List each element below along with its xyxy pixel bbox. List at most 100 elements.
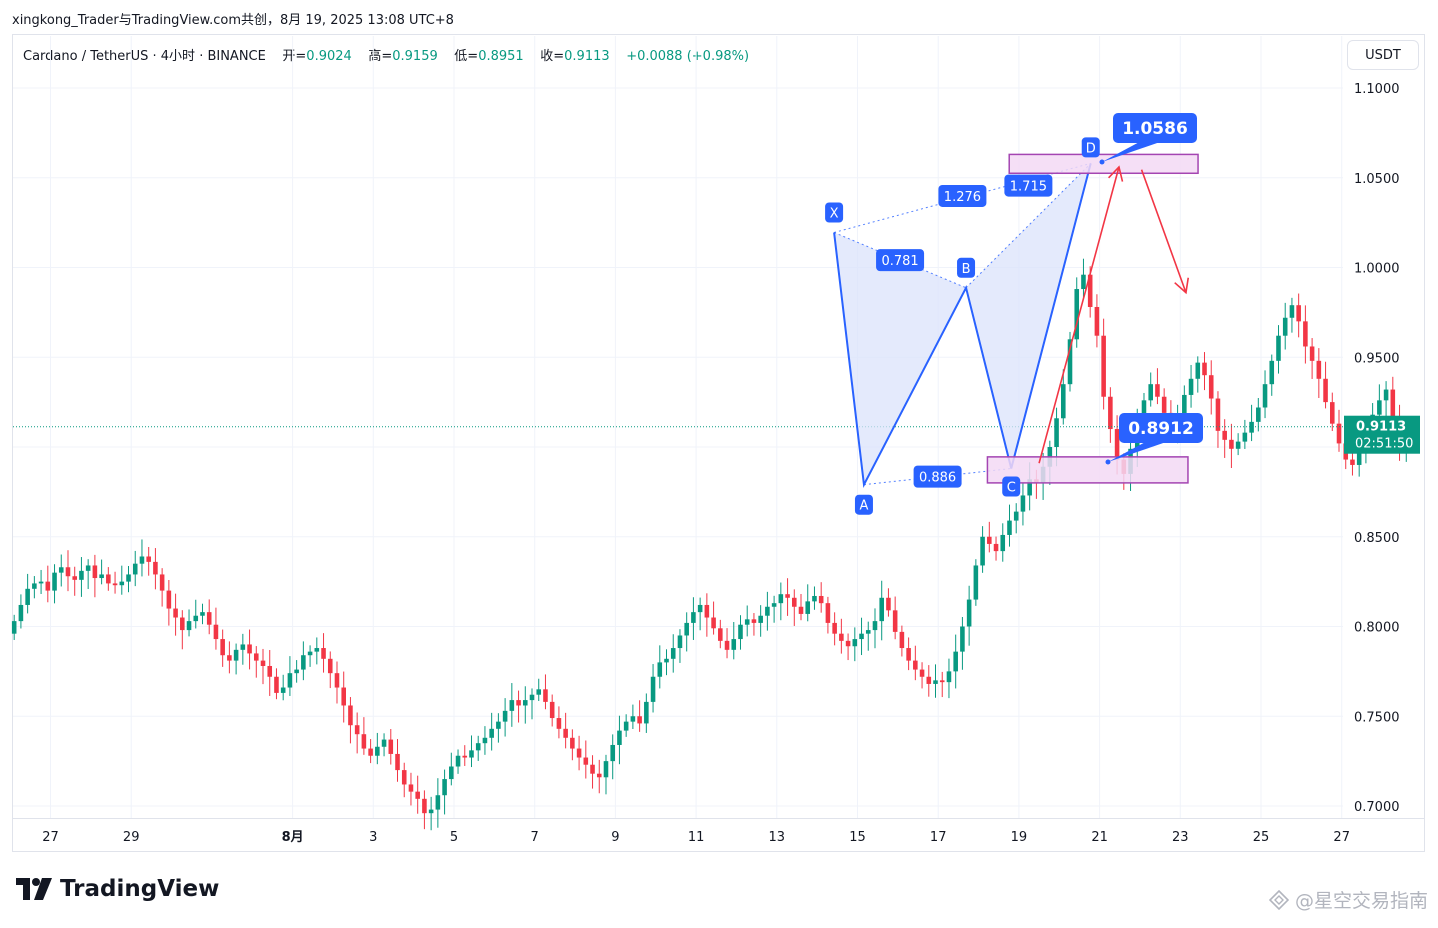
- candle-body[interactable]: [72, 576, 77, 580]
- candle-body[interactable]: [341, 687, 346, 706]
- candle-body[interactable]: [321, 648, 326, 659]
- candle-body[interactable]: [314, 648, 320, 652]
- candle-body[interactable]: [32, 583, 37, 589]
- symbol-name[interactable]: Cardano / TetherUS · 4小时 · BINANCE: [23, 49, 266, 64]
- candle-body[interactable]: [1303, 321, 1308, 347]
- candle-body[interactable]: [590, 764, 595, 774]
- candle-body[interactable]: [496, 721, 501, 729]
- zone-label-bottom-box[interactable]: [1119, 413, 1203, 443]
- candle-body[interactable]: [1276, 335, 1281, 361]
- candle-body[interactable]: [1161, 396, 1167, 413]
- ratio-label-box[interactable]: [876, 249, 925, 272]
- candle-body[interactable]: [1094, 306, 1100, 336]
- candle-body[interactable]: [1054, 418, 1059, 447]
- candle-body[interactable]: [381, 739, 387, 747]
- pattern-point-marker-a[interactable]: [854, 494, 873, 515]
- candle-body[interactable]: [664, 658, 669, 663]
- candle-body[interactable]: [516, 700, 521, 706]
- candle-body[interactable]: [818, 595, 824, 604]
- candle-body[interactable]: [106, 574, 111, 584]
- candle-body[interactable]: [1296, 305, 1301, 322]
- pattern-point-marker-c[interactable]: [1002, 476, 1021, 497]
- candle-body[interactable]: [428, 809, 434, 814]
- candle-body[interactable]: [1229, 439, 1234, 449]
- candle-body[interactable]: [1000, 534, 1006, 552]
- candle-body[interactable]: [966, 599, 972, 627]
- candle-body[interactable]: [570, 737, 575, 749]
- candle-body[interactable]: [1155, 384, 1160, 397]
- candle-body[interactable]: [509, 700, 515, 711]
- candle-body[interactable]: [1249, 421, 1254, 433]
- candle-body[interactable]: [906, 648, 911, 661]
- candle-body[interactable]: [549, 701, 555, 719]
- candle-body[interactable]: [233, 649, 239, 661]
- candle-body[interactable]: [1316, 360, 1322, 379]
- candle-body[interactable]: [751, 619, 757, 623]
- candle-body[interactable]: [153, 561, 158, 575]
- candle-body[interactable]: [563, 728, 568, 738]
- candle-body[interactable]: [724, 640, 730, 650]
- candle-body[interactable]: [953, 651, 958, 672]
- candle-body[interactable]: [294, 669, 299, 674]
- candle-body[interactable]: [1007, 520, 1012, 535]
- candle-body[interactable]: [644, 701, 649, 724]
- candle-body[interactable]: [832, 622, 837, 634]
- candle-body[interactable]: [475, 743, 481, 751]
- candle-body[interactable]: [1020, 495, 1026, 512]
- candle-body[interactable]: [933, 680, 938, 684]
- candle-body[interactable]: [677, 635, 683, 649]
- candle-body[interactable]: [469, 750, 474, 758]
- candle-body[interactable]: [25, 588, 30, 605]
- candle-body[interactable]: [684, 622, 689, 636]
- candle-body[interactable]: [247, 644, 252, 654]
- candle-body[interactable]: [146, 556, 151, 562]
- candle-body[interactable]: [879, 597, 884, 622]
- candle-body[interactable]: [1289, 305, 1295, 318]
- candle-body[interactable]: [301, 655, 306, 670]
- candle-body[interactable]: [267, 665, 273, 677]
- ratio-label-box[interactable]: [1004, 174, 1053, 197]
- ratio-label-box[interactable]: [938, 184, 987, 207]
- candle-body[interactable]: [442, 779, 447, 796]
- candle-body[interactable]: [623, 721, 629, 731]
- candle-body[interactable]: [206, 612, 212, 625]
- candle-body[interactable]: [839, 633, 844, 641]
- candle-body[interactable]: [368, 748, 373, 756]
- pattern-point-marker-b[interactable]: [957, 257, 976, 278]
- candle-body[interactable]: [791, 597, 797, 607]
- candle-body[interactable]: [892, 610, 898, 632]
- candle-body[interactable]: [637, 716, 642, 724]
- candle-body[interactable]: [462, 755, 468, 758]
- candle-body[interactable]: [18, 604, 24, 622]
- candle-body[interactable]: [354, 725, 360, 735]
- candle-body[interactable]: [980, 536, 985, 566]
- candle-body[interactable]: [1108, 396, 1113, 430]
- candle-body[interactable]: [1235, 441, 1241, 449]
- candle-body[interactable]: [58, 567, 64, 573]
- candle-body[interactable]: [1208, 375, 1214, 399]
- candle-body[interactable]: [1114, 429, 1120, 460]
- candle-body[interactable]: [670, 648, 676, 659]
- candle-body[interactable]: [1027, 479, 1032, 496]
- candle-body[interactable]: [758, 615, 763, 623]
- candle-body[interactable]: [1195, 362, 1201, 379]
- candle-body[interactable]: [260, 660, 266, 666]
- candle-body[interactable]: [697, 604, 703, 613]
- candle-body[interactable]: [1081, 274, 1086, 290]
- candle-body[interactable]: [543, 689, 548, 702]
- candle-body[interactable]: [1074, 289, 1080, 340]
- candle-body[interactable]: [200, 612, 205, 616]
- candle-body[interactable]: [778, 594, 784, 604]
- candle-body[interactable]: [482, 737, 488, 744]
- candle-body[interactable]: [556, 718, 562, 729]
- candle-body[interactable]: [361, 734, 367, 749]
- candle-body[interactable]: [771, 603, 777, 607]
- candle-body[interactable]: [455, 755, 461, 767]
- candle-body[interactable]: [193, 615, 199, 622]
- candle-body[interactable]: [92, 565, 98, 579]
- candle-body[interactable]: [657, 662, 663, 677]
- candle-body[interactable]: [1256, 407, 1261, 422]
- candle-body[interactable]: [993, 543, 999, 552]
- candle-body[interactable]: [704, 604, 710, 618]
- candle-body[interactable]: [52, 572, 57, 591]
